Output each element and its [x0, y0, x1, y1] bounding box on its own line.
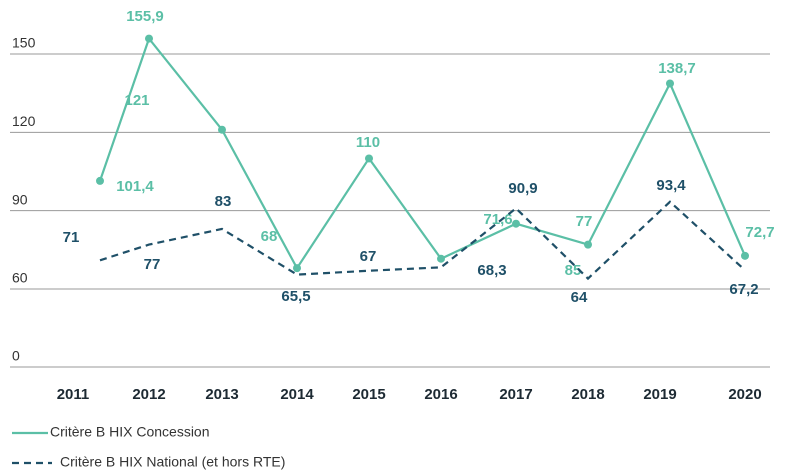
x-tick-label: 2014	[280, 386, 314, 403]
x-tick-label: 2019	[643, 386, 676, 403]
x-tick-label: 2018	[571, 386, 604, 403]
point	[145, 34, 153, 43]
point	[584, 240, 592, 249]
value-label: 83	[215, 193, 232, 210]
value-label: 68,3	[477, 262, 506, 279]
x-tick-label: 2017	[499, 386, 532, 403]
value-label: 64	[571, 289, 588, 306]
value-label: 93,4	[656, 177, 686, 194]
value-label: 65,5	[281, 288, 310, 305]
y-tick-label: 120	[12, 113, 36, 129]
value-label: 77	[576, 213, 593, 230]
x-tick-label: 2013	[205, 386, 238, 403]
point	[741, 251, 749, 260]
value-label: 101,4	[116, 178, 154, 195]
point	[512, 219, 520, 228]
series-line	[99, 200, 746, 281]
value-label: 68	[261, 228, 278, 245]
legend-label: Critère B HIX National (et hors RTE)	[60, 454, 285, 470]
x-tick-label: 2015	[352, 386, 385, 403]
value-label: 121	[124, 92, 149, 109]
point	[365, 154, 373, 163]
x-tick-label: 2011	[57, 386, 90, 403]
y-tick-label: 90	[12, 191, 28, 207]
legend-label: Critère B HIX Concession	[50, 424, 210, 440]
value-label: 71,6	[483, 211, 512, 228]
y-tick-label: 60	[12, 270, 28, 286]
value-label: 72,7	[745, 224, 774, 241]
y-tick-label: 0	[12, 348, 20, 364]
value-label: 110	[356, 134, 380, 151]
x-tick-label: 2020	[728, 386, 761, 403]
x-tick-label: 2016	[424, 386, 457, 403]
series-line	[98, 36, 747, 271]
value-label: 71	[63, 229, 80, 246]
point	[218, 125, 226, 134]
x-tick-label: 2012	[132, 386, 165, 403]
value-label: 85	[565, 262, 582, 279]
y-tick-label: 150	[12, 35, 36, 51]
value-label: 67,2	[729, 281, 758, 298]
value-label: 138,7	[658, 60, 696, 77]
value-label: 67	[360, 248, 377, 265]
point	[666, 79, 674, 88]
point	[96, 176, 104, 185]
point	[293, 264, 301, 273]
value-label: 90,9	[508, 180, 537, 197]
value-label: 155,9	[126, 8, 164, 25]
value-label: 77	[144, 256, 161, 273]
point	[437, 254, 445, 263]
